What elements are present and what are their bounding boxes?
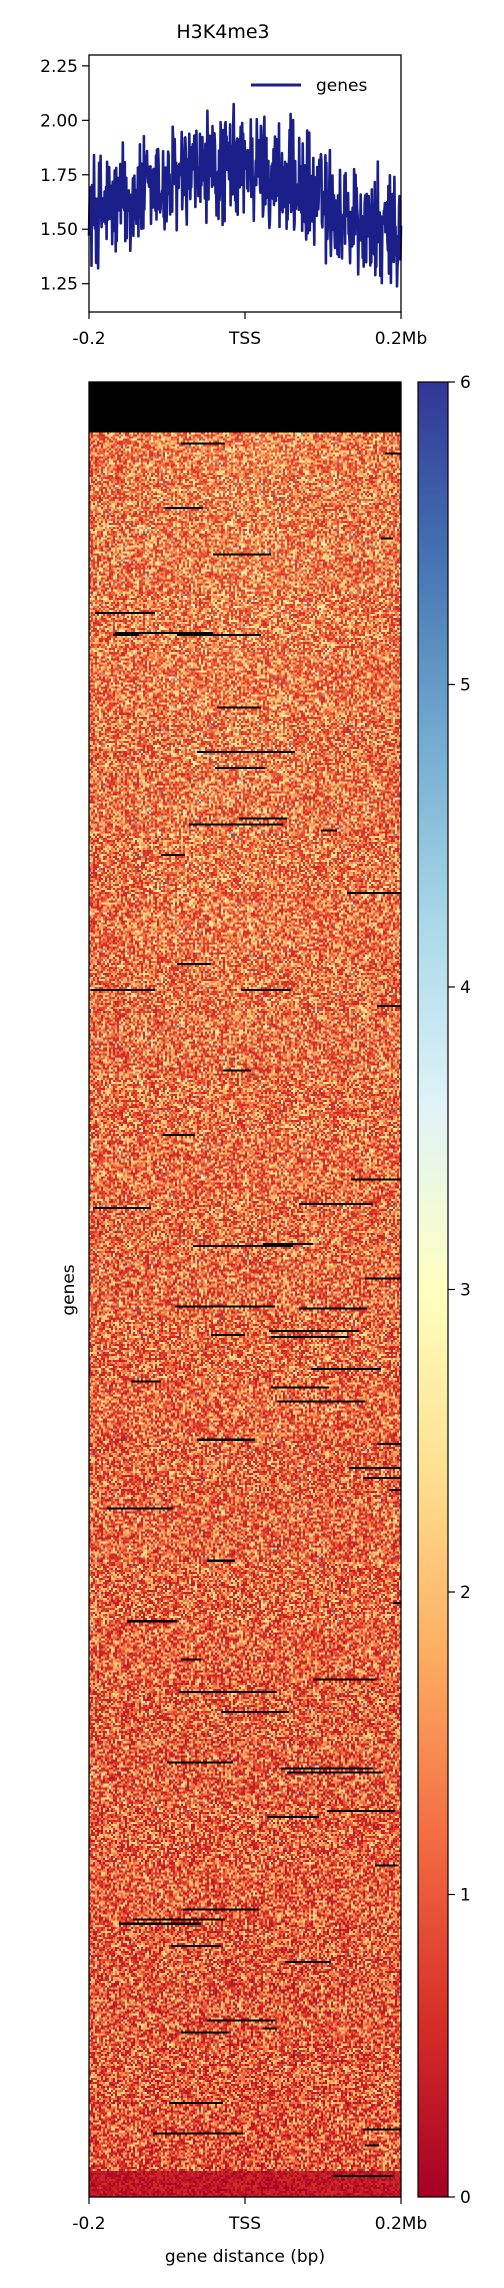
profile-line-genes xyxy=(87,102,403,288)
colorbar-tick-label: 3 xyxy=(460,1281,471,1301)
profile-x-axis: -0.2 TSS 0.2Mb xyxy=(72,312,427,349)
colorbar-tick-label: 1 xyxy=(460,1886,471,1906)
profile-series-genes xyxy=(87,102,403,288)
profile-ytick-label: 2.25 xyxy=(40,57,78,77)
colorbar-tick-label: 4 xyxy=(460,978,471,998)
profile-ytick-label: 1.75 xyxy=(40,166,78,186)
heatmap-xlabel: gene distance (bp) xyxy=(165,2247,325,2267)
profile-frame xyxy=(88,54,402,313)
profile-plot: 1.25 1.50 1.75 2.00 2.25 -0.2 TSS 0.2Mb genes xyxy=(40,54,427,349)
heatmap-image xyxy=(89,382,401,2197)
heatmap-panel: -0.2 TSS 0.2Mb gene distance (bp) genes xyxy=(59,381,427,2267)
profile-ytick-label: 1.25 xyxy=(40,275,78,295)
profile-xtick-label: TSS xyxy=(228,329,261,349)
legend-label-genes: genes xyxy=(316,76,367,96)
profile-ytick-label: 2.00 xyxy=(40,111,78,131)
profile-ytick-label: 1.50 xyxy=(40,220,78,240)
colorbar-ticks: 0 1 2 3 4 5 6 xyxy=(448,373,471,2208)
colorbar: 0 1 2 3 4 5 6 xyxy=(417,373,471,2208)
colorbar-gradient xyxy=(418,382,448,2197)
profile-legend: genes xyxy=(251,76,367,96)
heatmap-xtick-label: TSS xyxy=(228,2214,261,2234)
profile-title: H3K4me3 xyxy=(176,21,269,43)
profile-y-axis: 1.25 1.50 1.75 2.00 2.25 xyxy=(40,57,89,295)
heatmap-ylabel: genes xyxy=(59,1264,79,1315)
heatmap-x-axis: -0.2 TSS 0.2Mb xyxy=(72,2197,427,2234)
heatmap-xtick-label: -0.2 xyxy=(72,2214,105,2234)
colorbar-tick-label: 6 xyxy=(460,373,471,393)
colorbar-tick-label: 5 xyxy=(460,676,471,696)
profile-xtick-label: 0.2Mb xyxy=(375,329,428,349)
heatmap-xtick-label: 0.2Mb xyxy=(375,2214,428,2234)
colorbar-tick-label: 2 xyxy=(460,1583,471,1603)
colorbar-tick-label: 0 xyxy=(460,2188,471,2208)
profile-xtick-label: -0.2 xyxy=(72,329,105,349)
